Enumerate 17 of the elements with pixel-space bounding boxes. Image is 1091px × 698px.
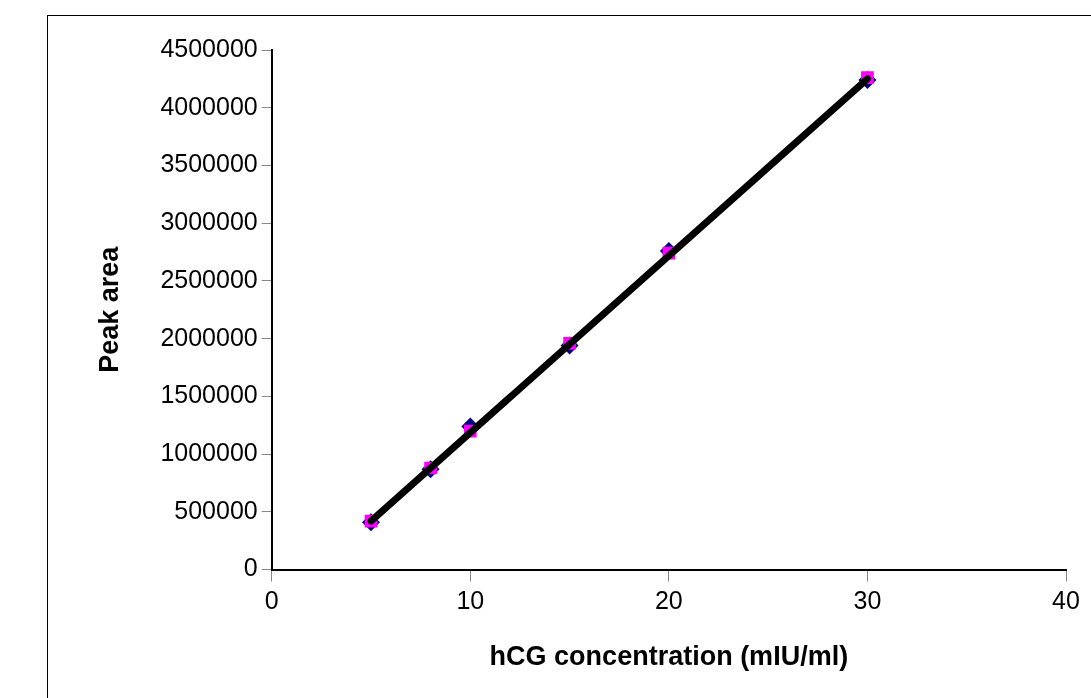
x-axis-title: hCG concentration (mIU/ml) [489,641,849,672]
y-tick-label: 500000 [174,495,258,524]
x-tick-label: 30 [853,586,882,615]
x-tick-label: 10 [456,586,485,615]
x-tick-label: 0 [264,586,279,615]
y-tick-label: 4500000 [160,33,258,62]
y-tick-label: 1000000 [160,438,258,467]
y-tick-label: 3500000 [160,149,258,178]
y-tick-label: 2000000 [160,322,258,351]
x-tick-label: 20 [654,586,683,615]
y-axis-title: Peak area [93,245,124,373]
y-tick-label: 2500000 [160,264,258,293]
x-tick-label: 40 [1052,586,1080,615]
y-tick-label: 0 [243,553,258,582]
y-tick-label: 4000000 [160,91,258,120]
y-tick-label: 1500000 [160,380,258,409]
y-tick-label: 3000000 [160,207,258,236]
